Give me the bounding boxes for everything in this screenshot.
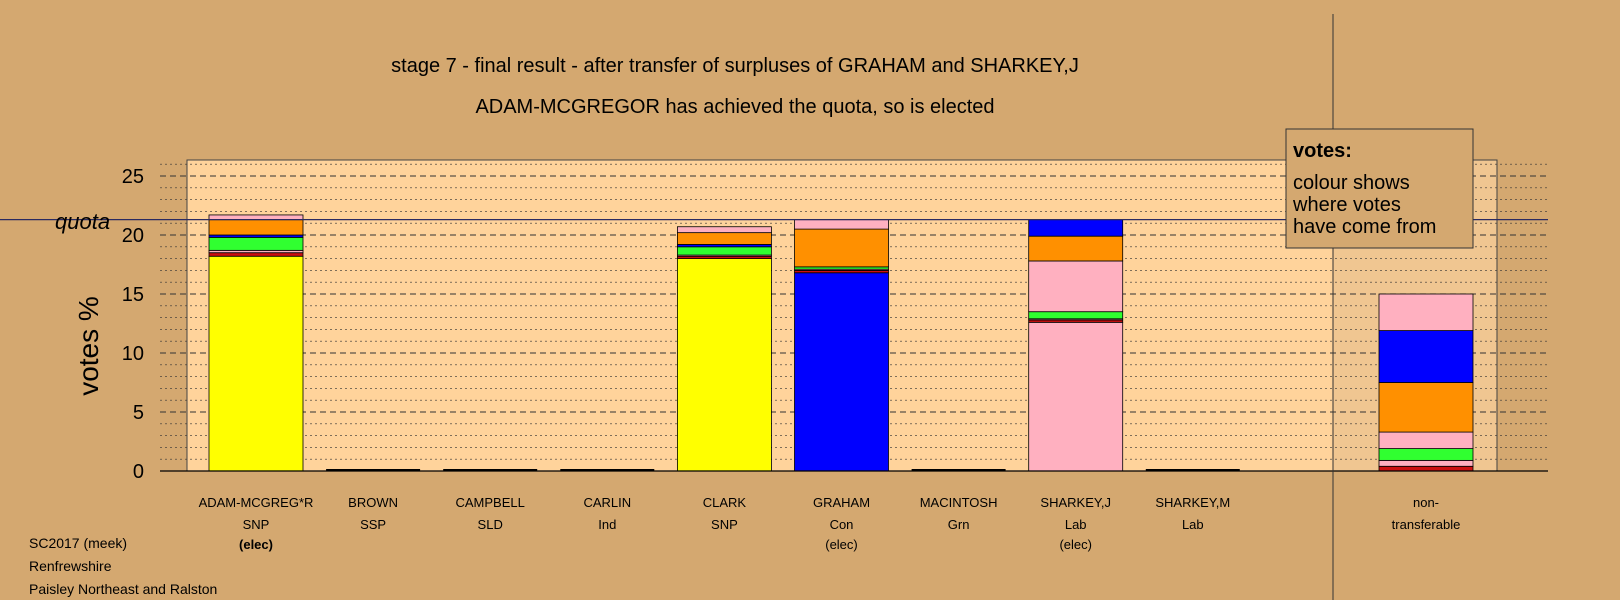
chart-subtitle: ADAM-MCGREGOR has achieved the quota, so…: [475, 96, 994, 118]
legend-line: where votes: [1292, 194, 1401, 216]
bar-clark-segment-lab: [677, 226, 772, 234]
candidate-party: SSP: [360, 517, 386, 532]
nontransferable-label-1: non-: [1413, 495, 1439, 510]
candidate-status: (elec): [825, 537, 858, 552]
bar-adam-mcgreg-r-segment-other: [208, 252, 304, 257]
footer-council: Renfrewshire: [29, 558, 112, 574]
candidate-name: CLARK: [703, 495, 747, 510]
bar-nontransferable-segment-lab: [1378, 431, 1474, 449]
chart-title: stage 7 - final result - after transfer …: [391, 55, 1079, 77]
candidate-name: BROWN: [348, 495, 398, 510]
bar-sharkey-j-segment-ld: [1028, 235, 1124, 262]
candidate-name: CAMPBELL: [456, 495, 525, 510]
candidate-party: SNP: [711, 517, 738, 532]
y-tick-label: 25: [122, 166, 144, 188]
candidate-party: Con: [830, 517, 854, 532]
nontransferable-label-2: transferable: [1392, 517, 1461, 532]
bar-nontransferable-segment-grn: [1378, 448, 1474, 461]
candidate-name: SHARKEY,M: [1155, 495, 1230, 510]
bar-graham-segment-lab: [794, 219, 889, 230]
candidate-name: MACINTOSH: [920, 495, 998, 510]
bar-graham-segment-ld: [794, 228, 889, 268]
bar-adam-mcgreg-r-segment-snp: [208, 255, 304, 472]
legend: votes: colour shows where votes have com…: [1285, 128, 1474, 249]
candidate-party: Lab: [1182, 517, 1204, 532]
bar-sharkey-j-segment-grn: [1028, 311, 1124, 320]
bar-clark-segment-grn: [677, 246, 772, 256]
y-axis: 0 5 10 15 20 25: [122, 166, 144, 483]
y-tick-label: 15: [122, 284, 144, 306]
bar-nontransferable-segment-lab: [1378, 293, 1474, 331]
candidate-party: SLD: [478, 517, 503, 532]
bar-sharkey-j-segment-lab: [1028, 321, 1124, 472]
y-axis-label: votes %: [73, 296, 104, 396]
bar-nontransferable-segment-other: [1378, 465, 1474, 472]
bar-adam-mcgreg-r-segment-grn: [208, 236, 304, 251]
footer-ward: Paisley Northeast and Ralston: [29, 581, 217, 597]
candidate-status: (elec): [1059, 537, 1092, 552]
bar-adam-mcgreg-r-segment-lab: [208, 214, 304, 221]
bar-clark-segment-snp: [677, 258, 772, 472]
bar-nontransferable-segment-lab: [1378, 459, 1474, 467]
bar-nontransferable-segment-con: [1378, 330, 1474, 383]
candidate-name: GRAHAM: [813, 495, 870, 510]
candidate-name: SHARKEY,J: [1040, 495, 1111, 510]
legend-line: colour shows: [1293, 172, 1410, 194]
bar-adam-mcgreg-r-segment-ld: [208, 219, 304, 236]
candidate-party: SNP: [243, 517, 270, 532]
candidate-labels: ADAM-MCGREG*R SNP (elec) BROWN SSP CAMPBELL SL…: [199, 495, 1231, 552]
legend-line: have come from: [1293, 216, 1436, 238]
candidate-party: Grn: [948, 517, 970, 532]
y-tick-label: 5: [133, 402, 144, 424]
quota-label: quota: [55, 209, 110, 234]
candidate-name: CARLIN: [583, 495, 631, 510]
y-tick-label: 10: [122, 343, 144, 365]
bar-sharkey-j-segment-lab: [1028, 260, 1124, 313]
candidate-party: Ind: [598, 517, 616, 532]
footer-election: SC2017 (meek): [29, 535, 127, 551]
candidate-party: Lab: [1065, 517, 1087, 532]
bar-nontransferable-segment-ld: [1378, 382, 1474, 433]
candidate-status: (elec): [239, 537, 273, 552]
bar-sharkey-j-segment-con: [1028, 219, 1124, 237]
bar-graham-segment-con: [794, 272, 889, 472]
bar-clark-segment-ld: [677, 232, 772, 245]
bars: [208, 214, 1474, 472]
y-tick-label: 0: [133, 461, 144, 483]
candidate-name: ADAM-MCGREG*R: [199, 495, 314, 510]
legend-title: votes:: [1293, 140, 1352, 162]
y-tick-label: 20: [122, 225, 144, 247]
